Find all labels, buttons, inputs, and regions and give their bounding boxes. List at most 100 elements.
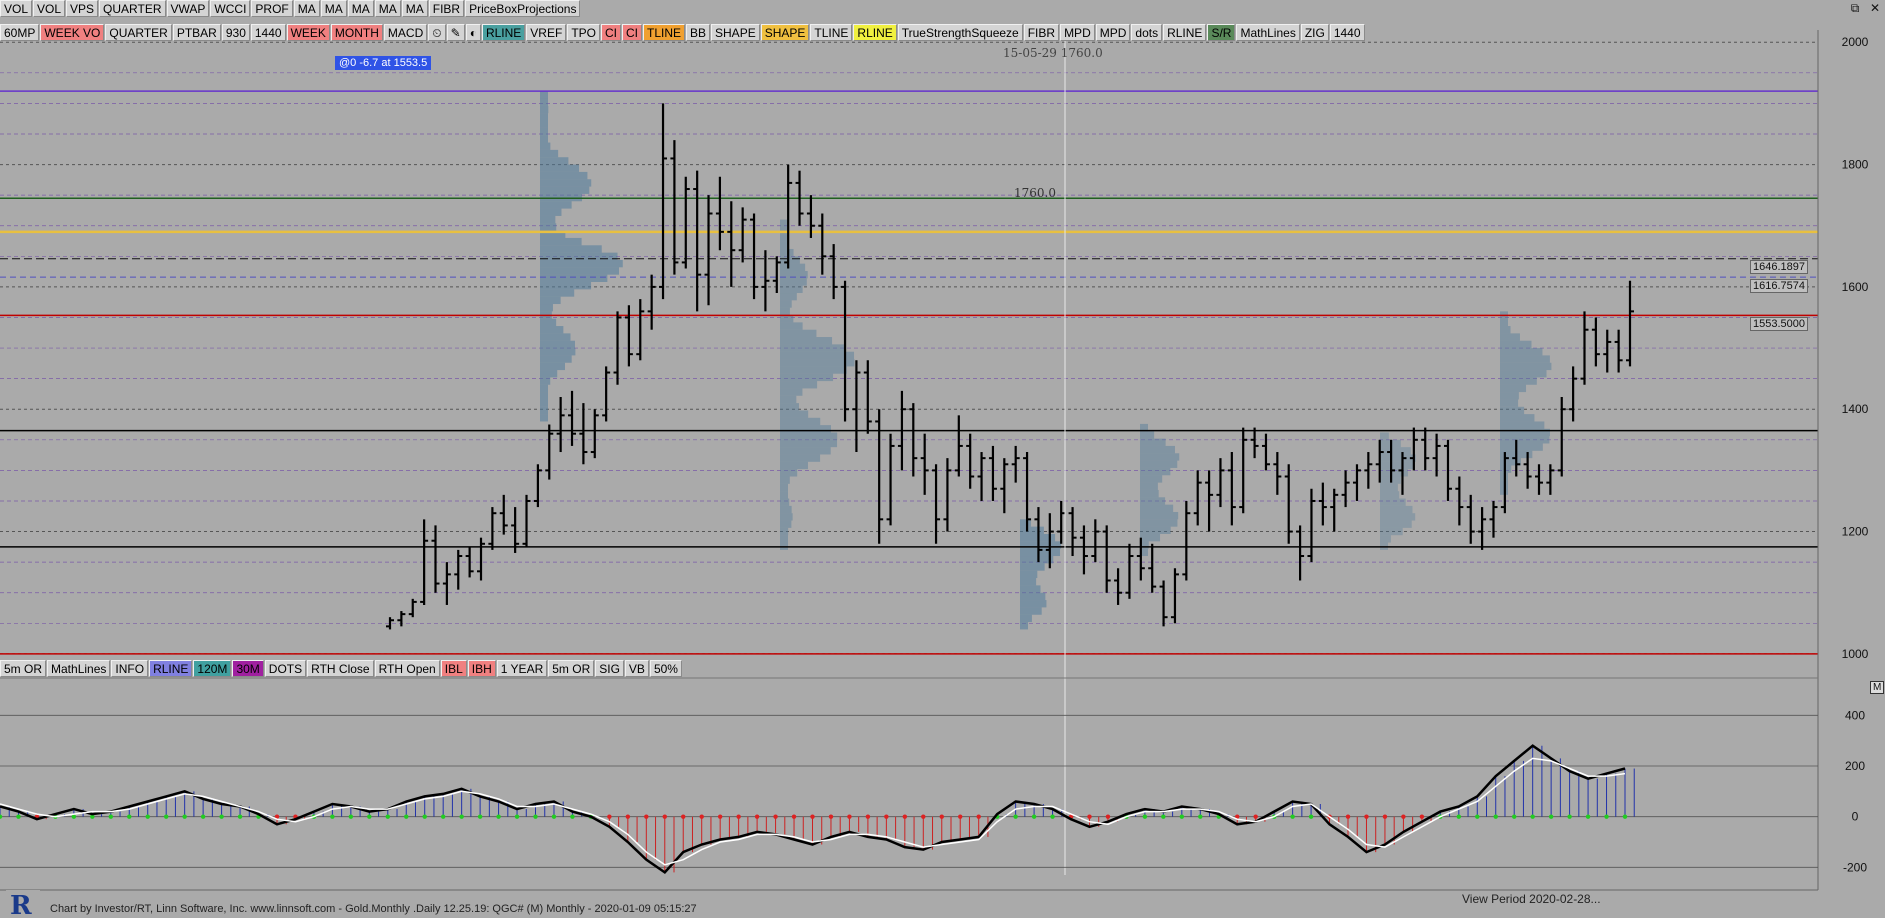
- toolbar-top-button-6[interactable]: PROF: [251, 0, 293, 17]
- profile-block-1: [780, 329, 817, 338]
- indicator-button-25[interactable]: MPD: [1060, 24, 1095, 41]
- zero-dot-76: [1401, 814, 1406, 819]
- ohlc-bar-63: [1102, 525, 1111, 593]
- profile-block-5: [1500, 443, 1543, 451]
- indicator-button-16[interactable]: CI: [621, 24, 642, 41]
- indicator-button-29[interactable]: S/R: [1207, 24, 1236, 41]
- ohlc-bar-50: [954, 415, 963, 477]
- bottom-toolbar-button-4[interactable]: 120M: [193, 660, 232, 677]
- indicator-button-7[interactable]: MONTH: [330, 24, 383, 41]
- zero-dot-24: [440, 814, 446, 819]
- toolbar-top-button-12[interactable]: FIBR: [428, 0, 465, 17]
- bottom-toolbar-button-14[interactable]: VB: [624, 660, 649, 677]
- indicator-button-2[interactable]: QUARTER: [105, 24, 172, 41]
- indicator-button-31[interactable]: ZIG: [1300, 24, 1329, 41]
- indicator-button-11[interactable]: ◐: [465, 24, 481, 41]
- indicator-button-24[interactable]: FIBR: [1023, 24, 1060, 41]
- price-tick-label-1: 1200: [1842, 525, 1869, 539]
- toolbar-top-button-8[interactable]: MA: [320, 0, 347, 17]
- indicator-button-4[interactable]: 930: [221, 24, 250, 41]
- bottom-toolbar-button-5[interactable]: 30M: [232, 660, 264, 677]
- indicator-button-1[interactable]: WEEK VO: [40, 24, 105, 41]
- indicator-button-18[interactable]: BB: [686, 24, 711, 41]
- ohlc-bar-79: [1284, 464, 1293, 544]
- profile-block-5: [1500, 370, 1547, 378]
- indicator-button-22[interactable]: RLINE: [853, 24, 897, 41]
- indicator-button-26[interactable]: MPD: [1095, 24, 1131, 41]
- profile-block-5: [1500, 326, 1511, 334]
- indicator-button-27[interactable]: dots: [1131, 24, 1163, 41]
- zero-dot-82: [1512, 814, 1517, 819]
- toolbar-top-button-2[interactable]: VPS: [66, 0, 99, 17]
- zero-dot-73: [1345, 814, 1351, 819]
- toolbar-top-button-1[interactable]: VOL: [33, 0, 66, 17]
- svg-text:R: R: [10, 891, 32, 918]
- indicator-button-5[interactable]: 1440: [250, 24, 286, 41]
- bottom-toolbar-button-7[interactable]: RTH Close: [307, 660, 374, 677]
- restore-window-button[interactable]: ⧉: [1850, 1, 1860, 15]
- bottom-toolbar-button-10[interactable]: IBH: [467, 660, 496, 677]
- indicator-button-19[interactable]: SHAPE: [711, 24, 760, 41]
- indicator-button-28[interactable]: RLINE: [1163, 24, 1207, 41]
- indicator-button-20[interactable]: SHAPE: [760, 24, 810, 41]
- toolbar-top: VOL VOL VPS QUARTER VWAP WCCI PROF MA MA MA MA MA FI…: [0, 0, 581, 17]
- bottom-toolbar-button-2[interactable]: INFO: [111, 660, 149, 677]
- toolbar-top-button-5[interactable]: WCCI: [210, 0, 251, 17]
- toolbar-top-button-0[interactable]: VOL: [0, 0, 33, 17]
- ohlc-bar-14: [545, 424, 554, 480]
- profile-block-1: [780, 395, 797, 404]
- indicator-button-14[interactable]: TPO: [567, 24, 600, 41]
- zero-dot-40: [736, 814, 741, 819]
- toolbar-top-button-3[interactable]: QUARTER: [99, 0, 166, 17]
- indicator-button-0[interactable]: 60MP: [0, 24, 40, 41]
- profile-block-0: [540, 326, 564, 334]
- toolbar-top-button-7[interactable]: MA: [293, 0, 320, 17]
- bottom-toolbar-button-0[interactable]: 5m OR: [0, 660, 47, 677]
- bottom-toolbar-button-6[interactable]: DOTS: [264, 660, 307, 677]
- indicator-button-3[interactable]: PTBAR: [172, 24, 221, 41]
- profile-block-1: [780, 513, 793, 521]
- bottom-toolbar-button-11[interactable]: 1 YEAR: [496, 660, 548, 677]
- indicator-button-9[interactable]: ⏲: [428, 24, 446, 41]
- indicator-button-32[interactable]: 1440: [1329, 24, 1365, 41]
- indicator-button-30[interactable]: MathLines: [1236, 24, 1300, 41]
- ohlc-bar-87: [1375, 439, 1384, 483]
- profile-block-1: [780, 315, 794, 323]
- toolbar-top-button-10[interactable]: MA: [374, 0, 401, 17]
- bottom-toolbar-button-3[interactable]: RLINE: [149, 660, 193, 677]
- toolbar-top-button-11[interactable]: MA: [401, 0, 428, 17]
- bottom-toolbar-button-8[interactable]: RTH Open: [374, 660, 440, 677]
- profile-block-1: [780, 293, 797, 301]
- profile-block-0: [540, 215, 556, 224]
- indicator-button-12[interactable]: RLINE: [481, 24, 526, 41]
- indicator-button-17[interactable]: TLINE: [642, 24, 685, 41]
- indicator-button-10[interactable]: ✎: [446, 24, 465, 41]
- profile-block-0: [540, 91, 548, 99]
- ohlc-bar-6: [454, 549, 463, 590]
- profile-block-1: [780, 256, 800, 264]
- ohlc-bar-2: [408, 598, 417, 618]
- bottom-toolbar-button-12[interactable]: 5m OR: [548, 660, 595, 677]
- indicator-button-21[interactable]: TLINE: [810, 24, 853, 41]
- profile-block-0: [540, 105, 549, 114]
- bottom-toolbar-button-13[interactable]: SIG: [595, 660, 624, 677]
- profile-block-4: [1380, 483, 1398, 492]
- ohlc-bar-60: [1068, 507, 1077, 557]
- indicator-button-8[interactable]: MACD: [383, 24, 428, 41]
- indicator-button-23[interactable]: TrueStrengthSqueeze: [897, 24, 1023, 41]
- bottom-toolbar-button-15[interactable]: 50%: [649, 660, 682, 677]
- macd-marker-label[interactable]: M: [1870, 681, 1885, 694]
- bottom-toolbar-button-1[interactable]: MathLines: [47, 660, 111, 677]
- profile-block-5: [1500, 355, 1550, 363]
- bottom-toolbar-button-9[interactable]: IBL: [440, 660, 467, 677]
- indicator-button-15[interactable]: CI: [600, 24, 621, 41]
- toolbar-top-button-4[interactable]: VWAP: [166, 0, 210, 17]
- toolbar-top-button-13[interactable]: PriceBoxProjections: [465, 0, 581, 17]
- toolbar-top-button-9[interactable]: MA: [347, 0, 374, 17]
- close-window-button[interactable]: ✕: [1869, 1, 1881, 15]
- indicator-button-6[interactable]: WEEK: [286, 24, 330, 41]
- profile-block-1: [780, 461, 808, 470]
- profile-block-2: [1020, 526, 1044, 534]
- ohlc-bar-46: [909, 403, 918, 477]
- indicator-button-13[interactable]: VREF: [526, 24, 567, 41]
